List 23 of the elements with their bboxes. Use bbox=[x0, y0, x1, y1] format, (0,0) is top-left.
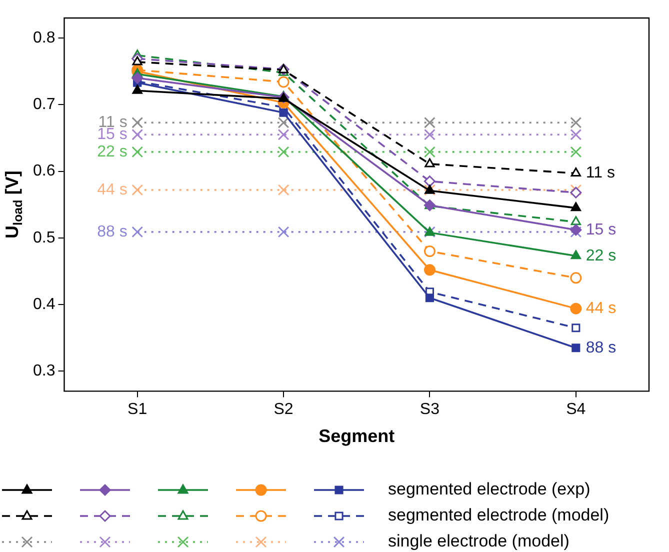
annotation: 15 s bbox=[586, 221, 616, 238]
annotation: 11 s bbox=[586, 164, 615, 182]
legend-label: single electrode (model) bbox=[388, 532, 570, 551]
x-axis-title: Segment bbox=[318, 426, 395, 446]
annotation: 44 s bbox=[586, 300, 616, 317]
annotation: 44 s bbox=[97, 181, 128, 198]
y-tick-label: 0.6 bbox=[32, 162, 56, 180]
y-tick-label: 0.5 bbox=[32, 229, 56, 246]
y-axis-title: Uload [V] bbox=[2, 170, 25, 239]
annotation: 88 s bbox=[97, 223, 128, 240]
x-tick-label: S1 bbox=[128, 401, 148, 418]
y-tick-label: 0.7 bbox=[32, 96, 56, 114]
annotation: 88 s bbox=[586, 339, 616, 356]
x-tick-label: S2 bbox=[274, 401, 294, 418]
x-tick-label: S4 bbox=[566, 401, 586, 418]
y-tick-label: 0.4 bbox=[32, 296, 56, 313]
x-tick-label: S3 bbox=[420, 401, 440, 418]
legend-label: segmented electrode (exp) bbox=[388, 480, 590, 499]
y-tick-label: 0.3 bbox=[32, 362, 56, 380]
legend-label: segmented electrode (model) bbox=[388, 506, 610, 525]
y-tick-label: 0.8 bbox=[32, 29, 56, 46]
annotation: 22 s bbox=[586, 247, 616, 264]
annotation: 22 s bbox=[97, 143, 128, 160]
